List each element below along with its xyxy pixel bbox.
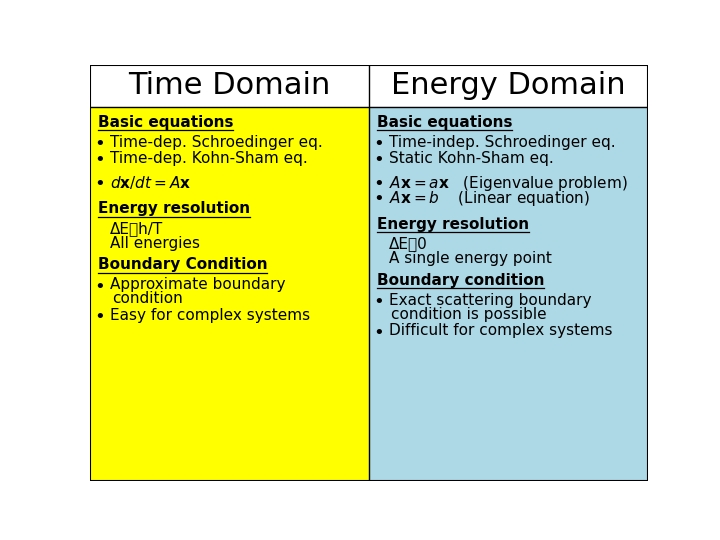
Text: Basic equations: Basic equations — [377, 115, 512, 130]
Text: Exact scattering boundary: Exact scattering boundary — [389, 293, 592, 308]
Bar — [90, 107, 369, 481]
Text: •: • — [95, 151, 105, 170]
Text: All energies: All energies — [110, 235, 200, 251]
Text: •: • — [95, 175, 105, 193]
Text: •: • — [374, 136, 384, 153]
Text: Basic equations: Basic equations — [98, 115, 233, 130]
Text: •: • — [374, 151, 384, 170]
Text: A single energy point: A single energy point — [389, 251, 552, 266]
Text: condition is possible: condition is possible — [391, 307, 546, 322]
Text: Easy for complex systems: Easy for complex systems — [110, 307, 310, 322]
Text: Approximate boundary: Approximate boundary — [110, 277, 286, 292]
Text: •: • — [374, 175, 384, 193]
Text: condition: condition — [112, 292, 182, 306]
Text: Time-dep. Schroedinger eq.: Time-dep. Schroedinger eq. — [110, 134, 323, 150]
Bar — [369, 107, 648, 481]
Text: Energy resolution: Energy resolution — [98, 201, 250, 216]
Text: Time Domain: Time Domain — [128, 71, 330, 100]
Text: Energy resolution: Energy resolution — [377, 217, 529, 232]
Text: Time-indep. Schroedinger eq.: Time-indep. Schroedinger eq. — [389, 134, 616, 150]
Text: •: • — [374, 293, 384, 312]
Text: Energy Domain: Energy Domain — [391, 71, 626, 100]
Text: ΔE～h/T: ΔE～h/T — [110, 221, 163, 236]
Text: $d\mathbf{x}/dt = A\mathbf{x}$: $d\mathbf{x}/dt = A\mathbf{x}$ — [110, 174, 192, 191]
Text: •: • — [374, 190, 384, 208]
Text: •: • — [95, 308, 105, 326]
Text: •: • — [95, 136, 105, 153]
Text: Static Kohn-Sham eq.: Static Kohn-Sham eq. — [389, 151, 554, 166]
Text: ΔE～0: ΔE～0 — [389, 237, 428, 251]
Text: •: • — [95, 278, 105, 296]
Text: $A\mathbf{x}=b$    (Linear equation): $A\mathbf{x}=b$ (Linear equation) — [389, 190, 590, 208]
Text: Time-dep. Kohn-Sham eq.: Time-dep. Kohn-Sham eq. — [110, 151, 308, 166]
Text: •: • — [374, 323, 384, 342]
Text: Difficult for complex systems: Difficult for complex systems — [389, 323, 613, 338]
Text: Boundary condition: Boundary condition — [377, 273, 544, 288]
Text: $A\mathbf{x}=a\mathbf{x}$   (Eigenvalue problem): $A\mathbf{x}=a\mathbf{x}$ (Eigenvalue pr… — [389, 174, 628, 193]
Text: Boundary Condition: Boundary Condition — [98, 258, 267, 273]
